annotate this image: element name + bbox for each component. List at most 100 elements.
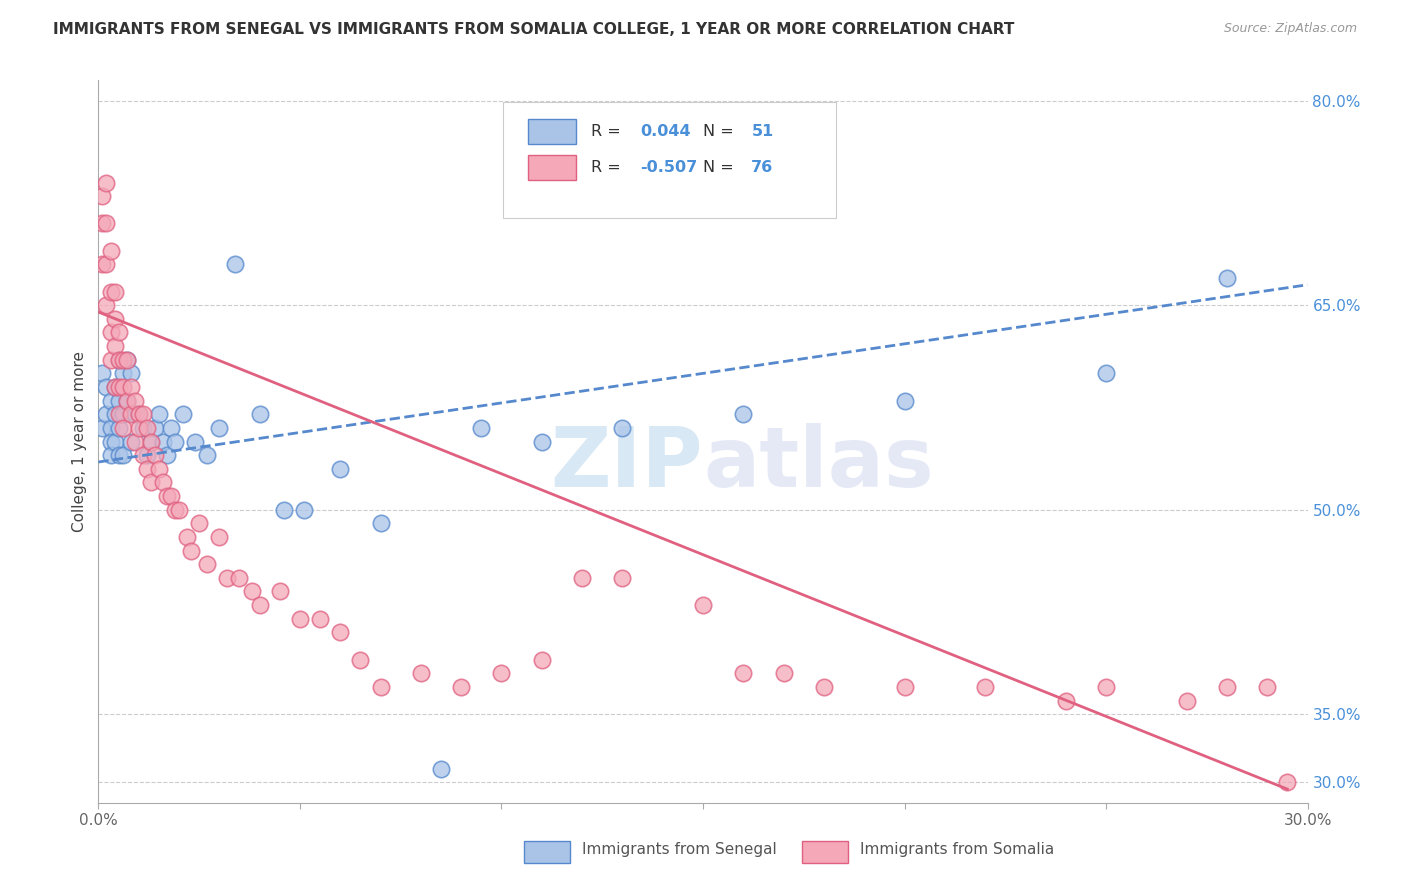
Point <box>180 543 202 558</box>
Point <box>612 571 634 585</box>
Point <box>100 326 122 340</box>
Point <box>120 407 142 421</box>
Point <box>195 448 218 462</box>
Point <box>1256 680 1278 694</box>
Point <box>107 407 129 421</box>
Point <box>103 311 125 326</box>
Point <box>249 598 271 612</box>
Point <box>329 625 352 640</box>
Point <box>96 407 118 421</box>
Point <box>1054 693 1077 707</box>
Point <box>370 516 392 531</box>
Point <box>135 462 157 476</box>
Point <box>249 407 271 421</box>
Point <box>128 421 150 435</box>
Point <box>692 598 714 612</box>
Point <box>1095 680 1118 694</box>
Point <box>132 407 155 421</box>
Point <box>148 407 170 421</box>
Y-axis label: College, 1 year or more: College, 1 year or more <box>72 351 87 532</box>
Point <box>111 380 134 394</box>
Text: N =: N = <box>703 161 740 175</box>
Point <box>124 434 146 449</box>
Point <box>91 367 114 381</box>
Point <box>96 257 118 271</box>
Point <box>152 434 174 449</box>
Point <box>103 434 125 449</box>
Point <box>139 434 162 449</box>
Point <box>163 434 186 449</box>
Point <box>115 352 138 367</box>
Point <box>100 285 122 299</box>
Point <box>111 407 134 421</box>
Point <box>349 653 371 667</box>
Point <box>1175 693 1198 707</box>
Point <box>100 352 122 367</box>
Point <box>120 367 142 381</box>
Point <box>91 216 114 230</box>
Point <box>148 462 170 476</box>
Point <box>100 448 122 462</box>
Point <box>120 434 142 449</box>
FancyBboxPatch shape <box>524 841 569 863</box>
Point <box>163 502 186 516</box>
Point <box>96 298 118 312</box>
Point <box>91 421 114 435</box>
Point <box>208 530 231 544</box>
Point <box>115 393 138 408</box>
Point <box>176 530 198 544</box>
Point <box>160 421 183 435</box>
Point <box>813 680 835 694</box>
Point <box>128 407 150 421</box>
Point <box>124 407 146 421</box>
FancyBboxPatch shape <box>803 841 848 863</box>
Point <box>135 448 157 462</box>
Point <box>103 380 125 394</box>
Point <box>309 612 332 626</box>
Text: -0.507: -0.507 <box>640 161 697 175</box>
Text: Immigrants from Senegal: Immigrants from Senegal <box>582 842 778 857</box>
Point <box>188 516 211 531</box>
Point <box>111 448 134 462</box>
Point <box>273 502 295 516</box>
Point <box>103 380 125 394</box>
Text: IMMIGRANTS FROM SENEGAL VS IMMIGRANTS FROM SOMALIA COLLEGE, 1 YEAR OR MORE CORRE: IMMIGRANTS FROM SENEGAL VS IMMIGRANTS FR… <box>53 22 1015 37</box>
Point <box>269 584 291 599</box>
Point <box>107 352 129 367</box>
Point <box>100 393 122 408</box>
Point <box>152 475 174 490</box>
Point <box>1095 367 1118 381</box>
Point <box>96 380 118 394</box>
Point <box>228 571 250 585</box>
Point <box>409 666 432 681</box>
Point <box>132 448 155 462</box>
Point <box>139 475 162 490</box>
Point <box>111 421 134 435</box>
Point <box>124 393 146 408</box>
Point <box>132 421 155 435</box>
Point <box>974 680 997 694</box>
Point <box>115 393 138 408</box>
Text: 76: 76 <box>751 161 773 175</box>
Point <box>772 666 794 681</box>
Point <box>103 339 125 353</box>
Point <box>612 421 634 435</box>
Point <box>96 216 118 230</box>
Point <box>96 176 118 190</box>
Point <box>430 762 453 776</box>
Point <box>184 434 207 449</box>
Text: R =: R = <box>591 124 626 139</box>
Point <box>893 393 915 408</box>
Text: Immigrants from Somalia: Immigrants from Somalia <box>860 842 1054 857</box>
Point <box>530 434 553 449</box>
Point <box>370 680 392 694</box>
Point <box>156 448 179 462</box>
Point <box>530 653 553 667</box>
Point <box>172 407 194 421</box>
Point <box>107 421 129 435</box>
Point <box>571 571 593 585</box>
Point <box>100 434 122 449</box>
Point <box>167 502 190 516</box>
Point <box>160 489 183 503</box>
Text: 0.044: 0.044 <box>640 124 690 139</box>
